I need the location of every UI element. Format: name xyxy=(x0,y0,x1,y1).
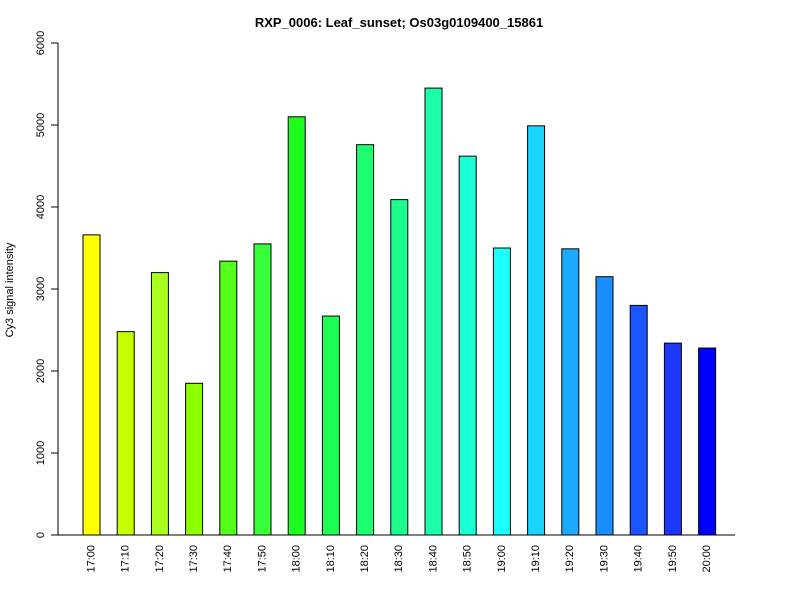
x-tick-label: 19:40 xyxy=(633,545,645,573)
x-tick-label: 18:50 xyxy=(462,545,474,573)
bar-1810 xyxy=(321,315,340,536)
bar-1830 xyxy=(390,199,409,536)
y-tick-label: 5000 xyxy=(35,113,47,137)
y-tick-label: 4000 xyxy=(35,195,47,219)
bar-1930 xyxy=(595,276,614,536)
x-tick-label: 18:20 xyxy=(359,545,371,573)
x-tick-label: 17:00 xyxy=(85,545,97,573)
y-axis: 0 1000 2000 3000 4000 5000 6000 xyxy=(35,31,59,538)
bar-1840 xyxy=(424,87,443,536)
bar-1740 xyxy=(219,260,238,536)
bars-group xyxy=(82,87,717,536)
bar-1710 xyxy=(116,331,135,536)
chart-title: RXP_0006: Leaf_sunset; Os03g0109400_1586… xyxy=(255,15,543,30)
bar-1800 xyxy=(287,116,306,536)
bar-1940 xyxy=(629,304,648,536)
bar-1950 xyxy=(663,342,682,536)
y-tick-label: 1000 xyxy=(35,441,47,465)
x-tick-label: 19:00 xyxy=(496,545,508,573)
bar-1910 xyxy=(527,125,546,536)
bar-1820 xyxy=(356,144,375,536)
x-tick-label: 20:00 xyxy=(701,545,713,573)
x-tick-label: 19:50 xyxy=(667,545,679,573)
y-tick-label: 6000 xyxy=(35,31,47,55)
bar-1900 xyxy=(492,247,511,536)
y-tick-label: 2000 xyxy=(35,359,47,383)
x-tick-label: 18:40 xyxy=(427,545,439,573)
bar-1920 xyxy=(561,248,580,536)
x-tick-label: 19:20 xyxy=(564,545,576,573)
bar-2000 xyxy=(698,347,717,536)
x-tick-label: 17:30 xyxy=(188,545,200,573)
y-tick-label: 3000 xyxy=(35,277,47,301)
x-tick-label: 17:50 xyxy=(256,545,268,573)
x-tick-label: 18:30 xyxy=(393,545,405,573)
bar-1750 xyxy=(253,243,272,536)
x-tick-label: 17:20 xyxy=(154,545,166,573)
y-axis-label: Cy3 signal intensity xyxy=(4,242,16,337)
x-tick-label: 19:30 xyxy=(598,545,610,573)
x-tick-labels: 17:00 17:10 17:20 17:30 17:40 17:50 18:00 18:10… xyxy=(85,545,713,573)
bar-1720 xyxy=(150,272,169,536)
x-tick-label: 17:40 xyxy=(222,545,234,573)
bar-1730 xyxy=(185,382,204,536)
bar-1850 xyxy=(458,155,477,536)
x-tick-label: 19:10 xyxy=(530,545,542,573)
x-tick-label: 18:00 xyxy=(291,545,303,573)
bar-1700 xyxy=(82,234,101,536)
y-tick-label: 0 xyxy=(35,532,47,538)
x-tick-label: 17:10 xyxy=(120,545,132,573)
x-tick-label: 18:10 xyxy=(325,545,337,573)
